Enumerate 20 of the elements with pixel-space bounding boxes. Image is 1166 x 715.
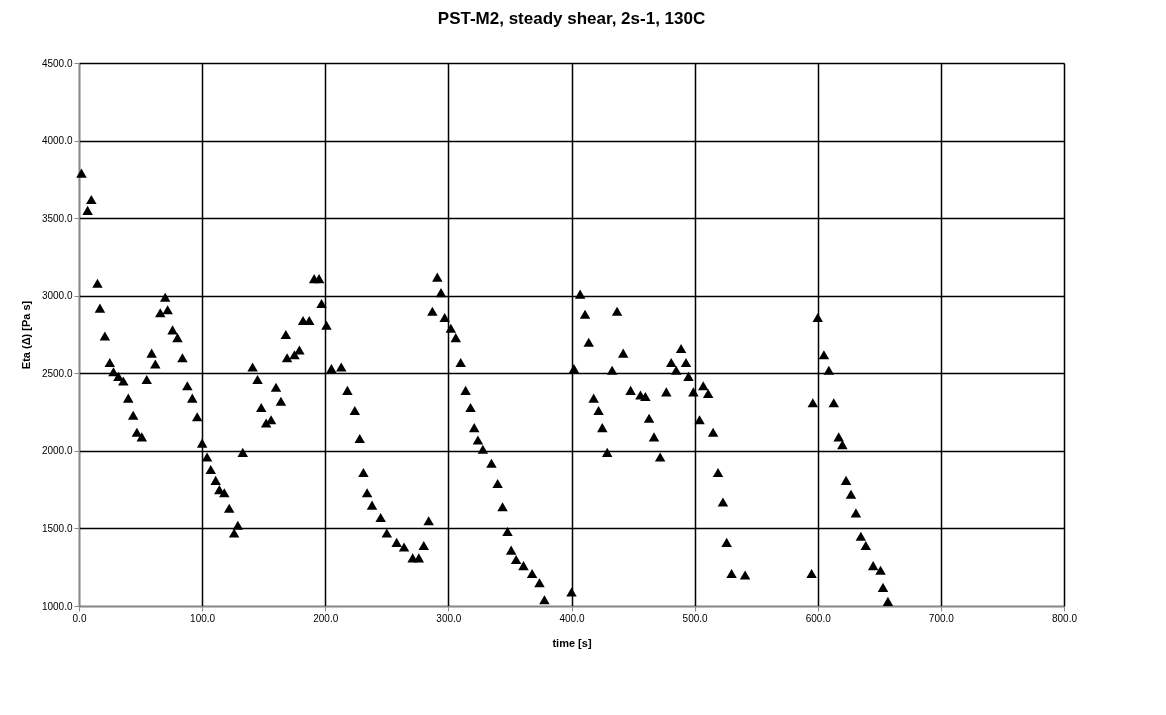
- x-tick-label: 300.0: [436, 612, 462, 624]
- y-tick-label: 1000.0: [41, 600, 73, 612]
- x-axis-title: time [s]: [552, 636, 592, 649]
- x-tick-label: 800.0: [1051, 612, 1078, 624]
- y-tick-label: 3500.0: [41, 212, 73, 224]
- y-axis-title: Eta (Δ) [Pa s]: [19, 300, 32, 370]
- chart-title: PST-M2, steady shear, 2s-1, 130C: [437, 9, 706, 28]
- y-tick-label: 3000.0: [41, 290, 73, 302]
- x-tick-label: 0.0: [72, 612, 87, 624]
- y-tick-label: 1500.0: [41, 522, 73, 534]
- y-tick-label: 4500.0: [41, 57, 73, 69]
- y-tick-label: 2000.0: [41, 445, 73, 457]
- x-tick-label: 200.0: [313, 612, 339, 624]
- y-tick-label: 2500.0: [41, 367, 73, 379]
- x-tick-label: 700.0: [928, 612, 955, 624]
- x-tick-label: 100.0: [190, 612, 216, 624]
- y-tick-label: 4000.0: [41, 135, 73, 147]
- x-tick-label: 500.0: [682, 612, 709, 624]
- x-tick-label: 400.0: [559, 612, 585, 624]
- x-tick-label: 600.0: [805, 612, 832, 624]
